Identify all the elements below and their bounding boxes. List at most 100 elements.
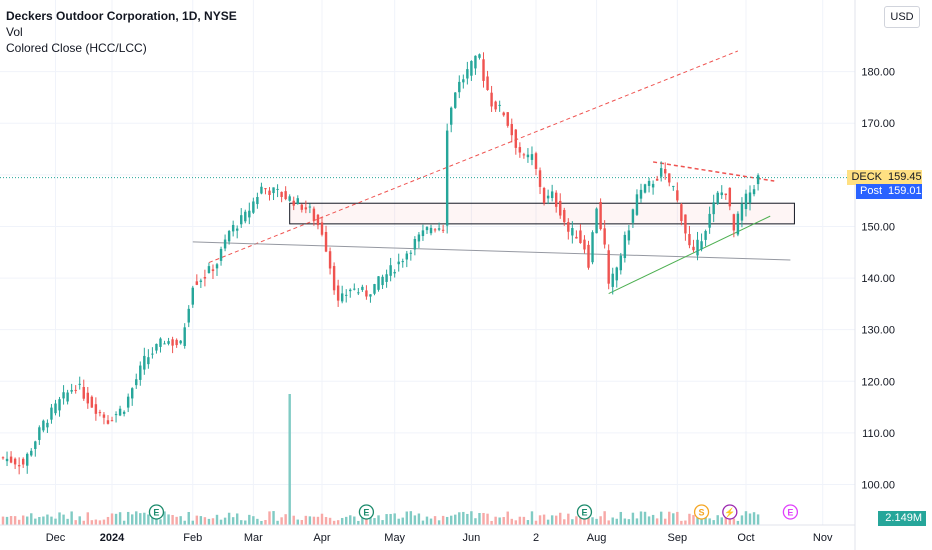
indicator-vol[interactable]: Vol <box>6 25 23 39</box>
candle-body <box>583 239 586 250</box>
candle-body <box>50 407 53 420</box>
candle-body <box>316 214 320 226</box>
candle-body <box>227 230 231 242</box>
volume-bar <box>385 514 388 525</box>
x-tick-label: 2024 <box>100 532 125 544</box>
volume-bar <box>46 514 49 525</box>
candle-body <box>268 190 271 195</box>
candle-body <box>252 201 255 213</box>
volume-bar <box>336 520 340 525</box>
candle-body <box>78 383 81 385</box>
candle-body <box>437 228 441 230</box>
volume-bar <box>486 513 489 525</box>
candle-body <box>151 353 154 355</box>
candle-body <box>724 193 727 196</box>
volume-bar <box>280 517 283 525</box>
candle-body <box>5 458 9 462</box>
volume-bar <box>284 514 287 525</box>
volume-bar <box>102 519 106 525</box>
candle-body <box>651 183 655 188</box>
candle-body <box>102 414 106 418</box>
candle-body <box>143 355 146 370</box>
candle-body <box>187 308 190 323</box>
volume-bar <box>716 515 719 525</box>
candle-body <box>680 204 683 221</box>
volume-bar <box>712 520 715 525</box>
volume-bar <box>118 512 122 525</box>
volume-bar <box>389 513 392 525</box>
volume-bar <box>256 518 259 525</box>
candle-body <box>183 327 186 346</box>
volume-bar <box>567 513 570 525</box>
volume-bar <box>559 512 562 525</box>
candle-body <box>554 192 558 207</box>
candle-body <box>62 392 65 399</box>
candle-body <box>9 456 13 463</box>
candle-body <box>756 175 760 185</box>
volume-bar <box>502 517 505 525</box>
volume-bar <box>583 518 586 525</box>
candle-body <box>490 92 493 107</box>
candle-body <box>131 388 134 399</box>
volume-bar <box>252 516 255 525</box>
volume-bar <box>587 515 590 525</box>
candle-body <box>470 61 473 76</box>
candle-body <box>692 246 695 251</box>
volume-bar <box>571 519 574 525</box>
volume-bar <box>740 515 744 525</box>
post-label-tag: Post <box>855 183 886 199</box>
volume-bar <box>308 516 312 525</box>
volume-bar <box>187 511 190 525</box>
candle-body <box>389 265 392 276</box>
candle-body <box>530 154 534 160</box>
volume-bar <box>17 519 21 525</box>
candle-body <box>211 269 215 272</box>
event-marker <box>782 504 799 520</box>
volume-bar <box>595 518 598 525</box>
candle-body <box>66 392 69 402</box>
x-tick-label: Mar <box>244 532 263 544</box>
volume-bar <box>215 514 219 525</box>
volume-bar <box>482 512 485 525</box>
candle-body <box>413 238 417 250</box>
volume-bar <box>167 514 170 525</box>
volume-bar <box>340 517 344 525</box>
volume-bar <box>5 516 9 525</box>
volume-bar <box>223 517 227 525</box>
candle-body <box>340 293 344 302</box>
volume-bar <box>720 517 723 525</box>
volume-bar <box>405 511 409 525</box>
volume-bar <box>312 516 316 525</box>
indicator-colored-close[interactable]: Colored Close (HCC/LCC) <box>6 41 147 55</box>
event-marker-label: E <box>363 508 369 518</box>
volume-layer <box>1 394 760 525</box>
volume-bar <box>373 518 376 525</box>
volume-bar <box>425 516 429 525</box>
candle-body <box>86 392 90 404</box>
volume-bar <box>647 516 651 525</box>
volume-bar <box>494 516 497 525</box>
last-price-tag: 159.45 <box>884 169 922 185</box>
candle-body <box>179 340 182 344</box>
candle-body <box>1 457 5 459</box>
volume-bar <box>409 511 413 525</box>
candle-body <box>235 228 239 231</box>
currency-button[interactable]: USD <box>884 6 920 28</box>
candle-body <box>526 154 530 158</box>
volume-bar <box>30 513 33 525</box>
volume-bar <box>147 514 150 525</box>
candle-body <box>110 420 114 422</box>
x-axis: Dec 2024 Feb Mar Apr May Jun 2 Aug Sep Oct Nov <box>0 524 855 544</box>
x-tick-label: Apr <box>313 532 330 544</box>
volume-bar <box>474 518 477 525</box>
volume-bar <box>139 513 142 525</box>
x-tick-label: Nov <box>813 532 833 544</box>
volume-bar <box>21 515 25 525</box>
volume-bar <box>550 515 554 525</box>
volume-bar <box>732 518 736 525</box>
candle-body <box>118 408 122 416</box>
candle-body <box>441 229 445 231</box>
x-tick-label: Dec <box>46 532 66 544</box>
volume-bar <box>353 516 356 525</box>
